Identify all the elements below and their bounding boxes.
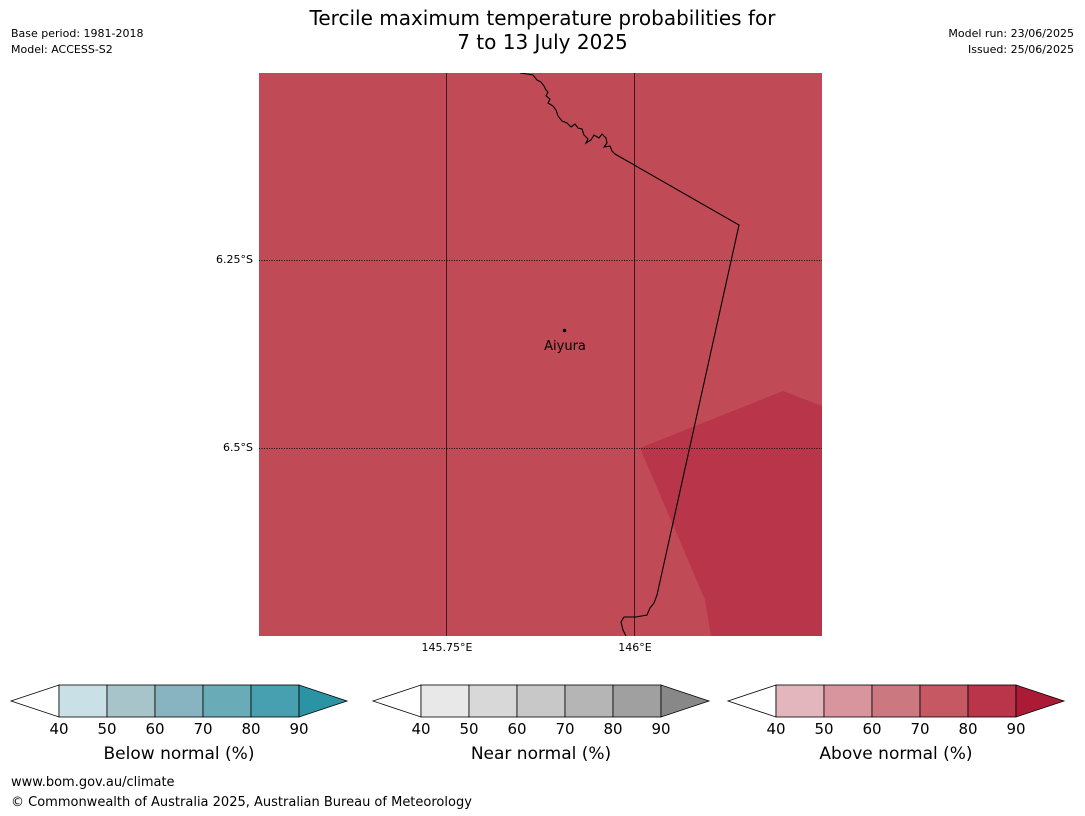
colorbar-near-tick-label: 70 bbox=[555, 720, 574, 738]
colorbar-near-tick-label: 90 bbox=[651, 720, 670, 738]
colorbars: 40 50 60 70 80 90 40 50 60 70 80 90 40 50 60 70 80 90 bbox=[9, 684, 1066, 738]
colorbar-near-tick-label: 60 bbox=[507, 720, 526, 738]
colorbar-below-segment bbox=[202, 684, 252, 718]
probability-region-dark bbox=[640, 391, 822, 636]
title-line-1: Tercile maximum temperature probabilitie… bbox=[309, 6, 776, 30]
colorbar-above-tick-label: 80 bbox=[958, 720, 977, 738]
map: Aiyura bbox=[259, 73, 822, 636]
lat-label-6-25: 6.25°S bbox=[216, 253, 253, 266]
colorbar-above-extend-low bbox=[726, 684, 777, 718]
colorbar-label-below: Below normal (%) bbox=[103, 744, 255, 764]
model-run-text: Model run: 23/06/2025 bbox=[948, 27, 1074, 40]
colorbar-near-segment bbox=[468, 684, 518, 718]
colorbar-above-segment bbox=[871, 684, 921, 718]
lon-label-145-75: 145.75°E bbox=[421, 641, 473, 654]
colorbar-near-extend-high bbox=[660, 684, 711, 718]
colorbar-below-tick-label: 50 bbox=[97, 720, 116, 738]
colorbar-near-extend-low bbox=[371, 684, 422, 718]
meta-left: Base period: 1981-2018 Model: ACCESS-S2 bbox=[11, 26, 143, 58]
lat-label-6-5: 6.5°S bbox=[223, 441, 253, 454]
lon-label-146: 146°E bbox=[618, 641, 652, 654]
colorbar-above-segment bbox=[823, 684, 873, 718]
colorbar-below-tick-label: 40 bbox=[49, 720, 68, 738]
colorbar-above-tick-label: 90 bbox=[1006, 720, 1025, 738]
colorbar-near-segment bbox=[564, 684, 614, 718]
aiyura-marker bbox=[562, 328, 567, 333]
colorbar-below-segment bbox=[250, 684, 300, 718]
colorbar-above-segment bbox=[967, 684, 1017, 718]
colorbar-near-segment bbox=[516, 684, 566, 718]
colorbar-near-tick-label: 40 bbox=[411, 720, 430, 738]
colorbar-near-tick-label: 50 bbox=[459, 720, 478, 738]
model-text: Model: ACCESS-S2 bbox=[11, 43, 113, 56]
meta-right: Model run: 23/06/2025 Issued: 25/06/2025 bbox=[948, 26, 1074, 58]
colorbar-label-above: Above normal (%) bbox=[819, 744, 973, 764]
colorbar-below-segment bbox=[58, 684, 108, 718]
colorbar-below-tick-label: 60 bbox=[145, 720, 164, 738]
colorbar-below-segment bbox=[106, 684, 156, 718]
footer-copyright: © Commonwealth of Australia 2025, Austra… bbox=[11, 795, 472, 810]
colorbar-near-segment bbox=[420, 684, 470, 718]
colorbar-below-segment bbox=[154, 684, 204, 718]
issued-text: Issued: 25/06/2025 bbox=[967, 43, 1074, 56]
title-line-2: 7 to 13 July 2025 bbox=[457, 30, 628, 54]
colorbar-below-extend-low bbox=[9, 684, 60, 718]
base-period-text: Base period: 1981-2018 bbox=[11, 27, 144, 40]
colorbar-label-near: Near normal (%) bbox=[470, 744, 612, 764]
colorbar-above-tick-label: 50 bbox=[814, 720, 833, 738]
province-border bbox=[519, 73, 740, 636]
colorbar-above-segment bbox=[775, 684, 825, 718]
colorbar-above-tick-label: 70 bbox=[910, 720, 929, 738]
colorbar-below-tick-label: 70 bbox=[193, 720, 212, 738]
colorbar-above-tick-label: 60 bbox=[862, 720, 881, 738]
colorbar-near-segment bbox=[612, 684, 662, 718]
colorbar-above-extend-high bbox=[1015, 684, 1066, 718]
colorbar-above-tick-label: 40 bbox=[766, 720, 785, 738]
colorbar-below-tick-label: 90 bbox=[289, 720, 308, 738]
colorbar-near-tick-label: 80 bbox=[603, 720, 622, 738]
footer-url: www.bom.gov.au/climate bbox=[11, 775, 175, 790]
chart-title: Tercile maximum temperature probabilitie… bbox=[0, 6, 1085, 54]
colorbar-below-tick-label: 80 bbox=[241, 720, 260, 738]
colorbar-above-segment bbox=[919, 684, 969, 718]
location-label-aiyura: Aiyura bbox=[544, 339, 586, 354]
colorbar-below-extend-high bbox=[298, 684, 349, 718]
